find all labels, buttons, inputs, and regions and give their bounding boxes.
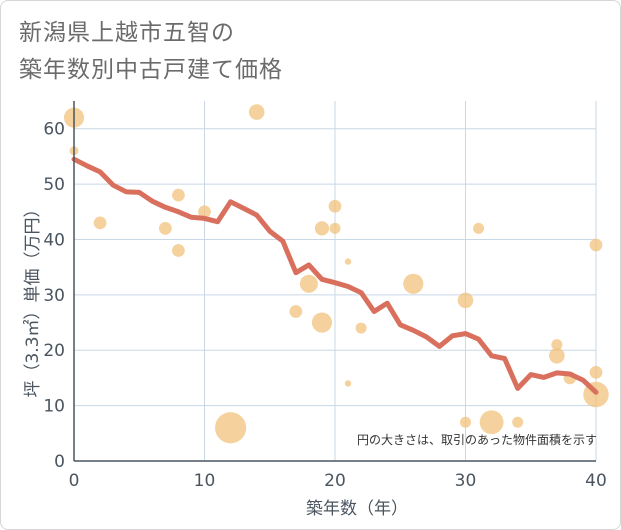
x-tick-label-0: 0	[69, 471, 80, 491]
bubble-point-4	[172, 188, 185, 202]
chart-title-line-1: 新潟県上越市五智の	[19, 20, 235, 46]
bubble-point-28	[589, 366, 603, 379]
bubble-point-20	[459, 416, 472, 428]
bubble-point-23	[512, 416, 524, 428]
y-tick-label-0: 0	[54, 452, 65, 472]
bubble-point-25	[549, 347, 565, 364]
bubble-point-14	[329, 222, 341, 234]
y-tick-label-20: 20	[43, 341, 65, 361]
tick-labels: 0 10 20 30 40 0 10 20 30 40 50 60	[43, 120, 606, 491]
bubble-size-note: 円の大きさは、取引のあった物件面積を示す	[357, 432, 597, 447]
y-tick-label-10: 10	[43, 397, 65, 417]
bubble-point-13	[328, 199, 342, 213]
bubble-point-10	[299, 274, 318, 293]
bubble-point-16	[344, 380, 352, 387]
bubble-point-27	[589, 238, 603, 252]
chart-title: 新潟県上越市五智の 築年数別中古戸建て価格	[19, 15, 283, 89]
bubble-point-9	[289, 305, 303, 318]
y-tick-label-30: 30	[43, 286, 65, 306]
bubble-point-2	[93, 216, 107, 230]
bubble-point-7	[215, 412, 247, 444]
bubble-point-19	[457, 292, 474, 309]
bubble-point-11	[314, 221, 330, 236]
bubble-point-15	[344, 258, 352, 265]
bubble-point-12	[311, 312, 333, 333]
bubble-point-22	[479, 410, 504, 435]
bubble-point-5	[172, 244, 185, 257]
bubble-point-21	[473, 222, 485, 234]
bubble-point-3	[158, 222, 172, 235]
bubble-point-24	[551, 339, 563, 351]
x-tick-label-30: 30	[455, 471, 477, 491]
x-tick-label-10: 10	[194, 471, 216, 491]
bubble-point-17	[355, 322, 367, 334]
y-tick-label-50: 50	[43, 175, 65, 195]
axes	[73, 101, 596, 462]
x-tick-label-40: 40	[585, 471, 607, 491]
bubble-point-6	[198, 205, 211, 219]
x-axis-label: 築年数（年）	[306, 499, 408, 519]
x-tick-label-20: 20	[324, 471, 346, 491]
bubble-point-18	[403, 273, 424, 294]
chart-title-line-2: 築年数別中古戸建て価格	[19, 57, 283, 83]
bubble-point-8	[248, 104, 265, 120]
y-tick-label-40: 40	[43, 230, 65, 250]
y-tick-label-60: 60	[43, 120, 65, 140]
bubble-series	[63, 104, 609, 444]
trend-line	[71, 156, 599, 395]
y-axis-label: 坪（3.3㎡）単価（万円）	[23, 200, 43, 397]
